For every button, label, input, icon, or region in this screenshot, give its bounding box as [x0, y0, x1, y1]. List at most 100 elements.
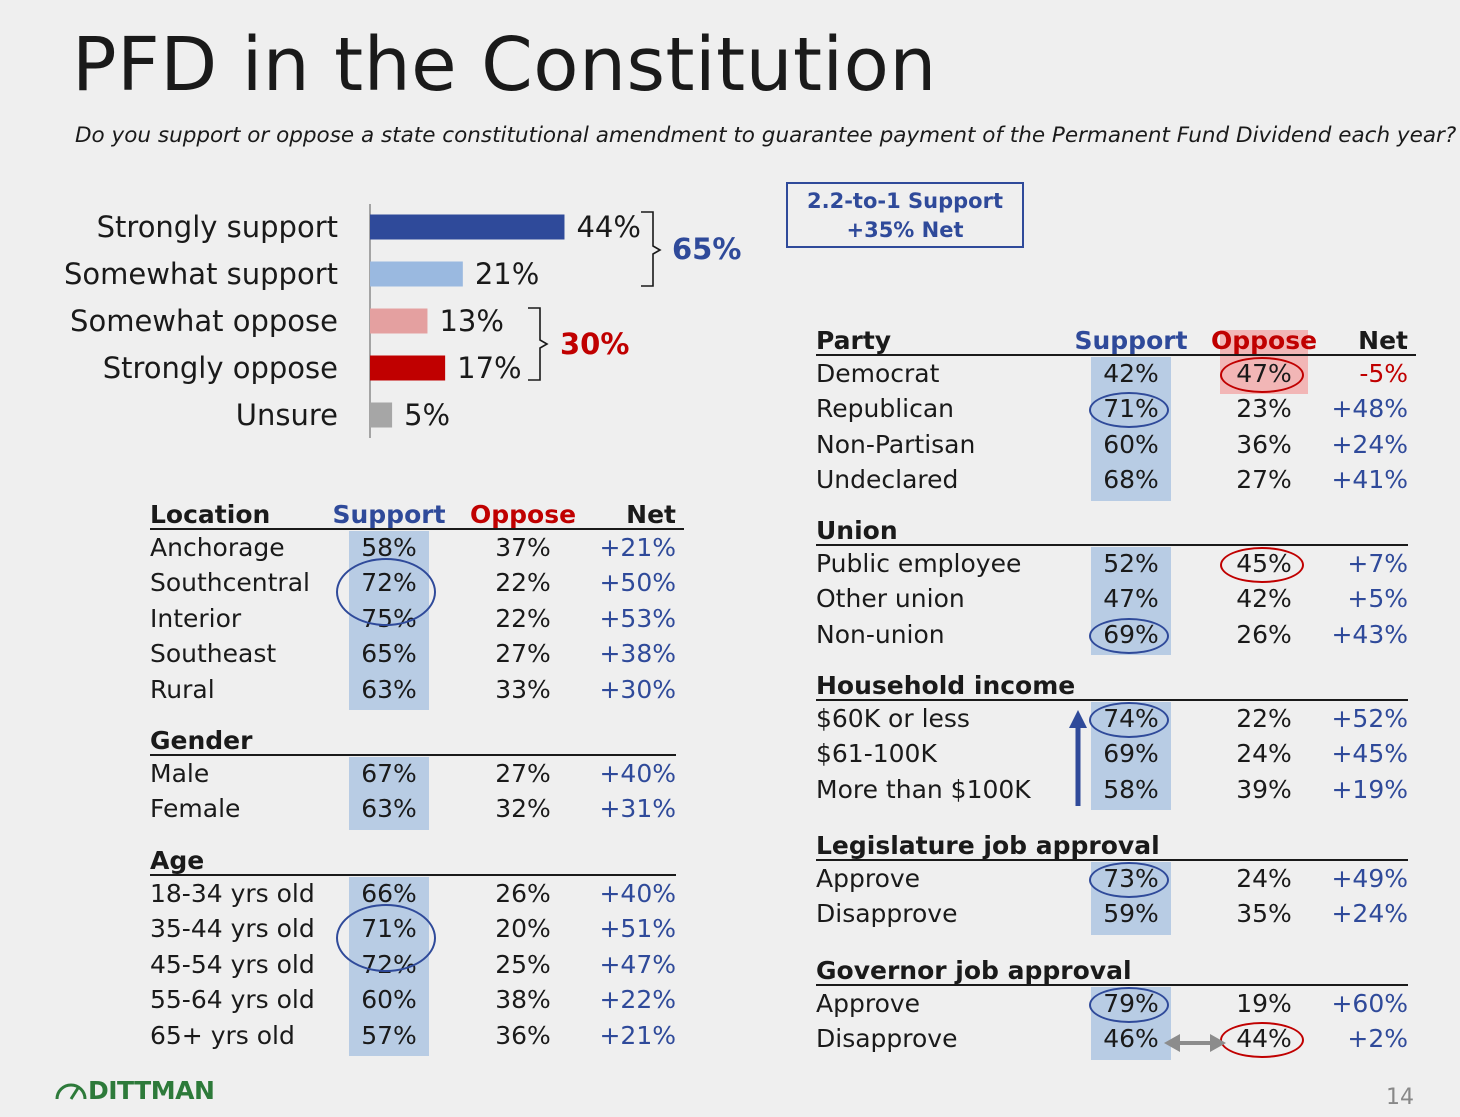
net-value: +52% [1331, 704, 1408, 733]
net-value: +49% [1331, 864, 1408, 893]
oppose-total-label: 30% [560, 327, 629, 361]
support-value: 60% [361, 985, 417, 1015]
row-label: 55-64 yrs old [150, 985, 315, 1015]
bar-strong-support [370, 214, 565, 240]
survey-question: Do you support or oppose a state constit… [75, 123, 1457, 148]
row-label: 18-34 yrs old [150, 879, 315, 908]
column-header-oppose: Oppose [1210, 326, 1318, 355]
row-label: More than $100K [816, 774, 1031, 804]
highlight-ring-red [1220, 357, 1304, 393]
table-row: Rural 63% 33% +30% [150, 675, 676, 710]
support-value: 63% [361, 794, 417, 824]
row-label: Southcentral [150, 568, 310, 598]
bar-value-label: 21% [475, 257, 539, 291]
net-value: +24% [1331, 899, 1408, 929]
support-value: 42% [1103, 359, 1159, 388]
net-value: +50% [599, 568, 676, 598]
table-row: Male 67% 27% +40% [150, 759, 676, 794]
oppose-value: 38% [495, 985, 551, 1015]
oppose-value: 27% [495, 639, 551, 669]
column-header-support: Support [1074, 326, 1188, 355]
support-value: 52% [1103, 549, 1159, 578]
net-value: +2% [1347, 1024, 1408, 1054]
bar-value-label: 44% [576, 210, 640, 244]
support-value: 65% [361, 639, 417, 669]
table-row: Non-Partisan 60% 36% +24% [816, 430, 1408, 465]
row-label: Interior [150, 603, 242, 633]
table-row: 55-64 yrs old 60% 38% +22% [150, 985, 676, 1020]
table-row: 18-34 yrs old 66% 26% +40% [150, 879, 676, 914]
section-divider [816, 354, 1416, 356]
row-label: Approve [816, 864, 921, 893]
summary-ratio: 2.2-to-1 Support [807, 189, 1003, 213]
table-row: Disapprove 46% 44% +2% [816, 1024, 1408, 1059]
support-column-shade [1091, 357, 1171, 501]
page-title: PFD in the Constitution [72, 22, 937, 108]
net-value: +41% [1331, 465, 1408, 495]
table-row: 35-44 yrs old 71% 20% +51% [150, 914, 676, 949]
topline-bar-chart: Strongly support Somewhat support Somewhat… [64, 204, 741, 438]
support-value: 60% [1103, 429, 1159, 459]
net-value: +7% [1347, 549, 1408, 578]
bar-category-label: Strongly support [97, 210, 338, 244]
support-value: 47% [1103, 584, 1159, 614]
section-title: Gender [150, 726, 253, 755]
bar-value-label: 5% [404, 398, 450, 432]
column-header-net: Net [1358, 326, 1408, 355]
net-value: +60% [1331, 989, 1408, 1018]
support-column-shade [349, 757, 429, 830]
net-value: +24% [1331, 429, 1408, 459]
bar-value-label: 13% [439, 304, 503, 338]
table-row: Other union 47% 42% +5% [816, 584, 1408, 619]
oppose-value: 33% [495, 674, 551, 704]
left-crosstab: Location Support Oppose Net Anchorage 58% 37% +… [150, 500, 690, 1070]
net-value: +31% [599, 794, 676, 824]
oppose-bracket [528, 307, 549, 381]
highlight-ring [336, 558, 436, 627]
bar-unsure [370, 402, 393, 428]
dittman-logo: DITTMAN [54, 1076, 215, 1105]
oppose-value: 19% [1236, 989, 1292, 1018]
row-label: Disapprove [816, 1024, 958, 1054]
net-value: +22% [599, 985, 676, 1015]
row-label: Anchorage [150, 533, 285, 562]
net-value: +38% [599, 639, 676, 669]
row-label: $60K or less [816, 704, 970, 733]
section-title: Age [150, 846, 205, 875]
support-value: 69% [1103, 739, 1159, 769]
column-header-oppose: Oppose [469, 500, 577, 529]
highlight-ring [1089, 702, 1169, 738]
speedometer-icon [55, 1083, 87, 1100]
support-value: 66% [361, 879, 417, 908]
bar-category-label: Somewhat support [64, 257, 338, 291]
support-value: 46% [1103, 1024, 1159, 1054]
table-row: Undeclared 68% 27% +41% [816, 465, 1408, 500]
right-crosstab: Party Support Oppose Net Democrat 42% 47% -5% Re… [816, 326, 1426, 1076]
net-value: -5% [1359, 359, 1408, 388]
section-title: Legislature job approval [816, 831, 1160, 860]
net-value: +43% [1331, 619, 1408, 649]
logo-text: DITTMAN [88, 1076, 215, 1105]
table-row: More than $100K 58% 39% +19% [816, 775, 1408, 810]
section-divider [150, 754, 676, 756]
net-value: +47% [599, 949, 676, 979]
support-value: 63% [361, 674, 417, 704]
bar-somewhat-support [370, 261, 463, 287]
net-value: +40% [599, 759, 676, 788]
section-title: Party [816, 326, 892, 355]
row-label: Southeast [150, 639, 277, 669]
net-value: +5% [1347, 584, 1408, 614]
table-row: 65+ yrs old 57% 36% +21% [150, 1021, 676, 1056]
row-label: Undeclared [816, 465, 959, 495]
table-row: Disapprove 59% 35% +24% [816, 899, 1408, 934]
net-value: +51% [599, 914, 676, 944]
oppose-value: 25% [495, 949, 551, 979]
summary-net: +35% Net [846, 218, 964, 242]
table-row: Democrat 42% 47% -5% [816, 359, 1408, 394]
net-value: +21% [599, 1020, 676, 1050]
row-label: Republican [816, 394, 955, 424]
bar-category-label: Unsure [236, 398, 338, 432]
support-value: 68% [1103, 465, 1159, 495]
oppose-value: 23% [1236, 394, 1292, 424]
bar-category-label: Somewhat oppose [70, 304, 338, 338]
